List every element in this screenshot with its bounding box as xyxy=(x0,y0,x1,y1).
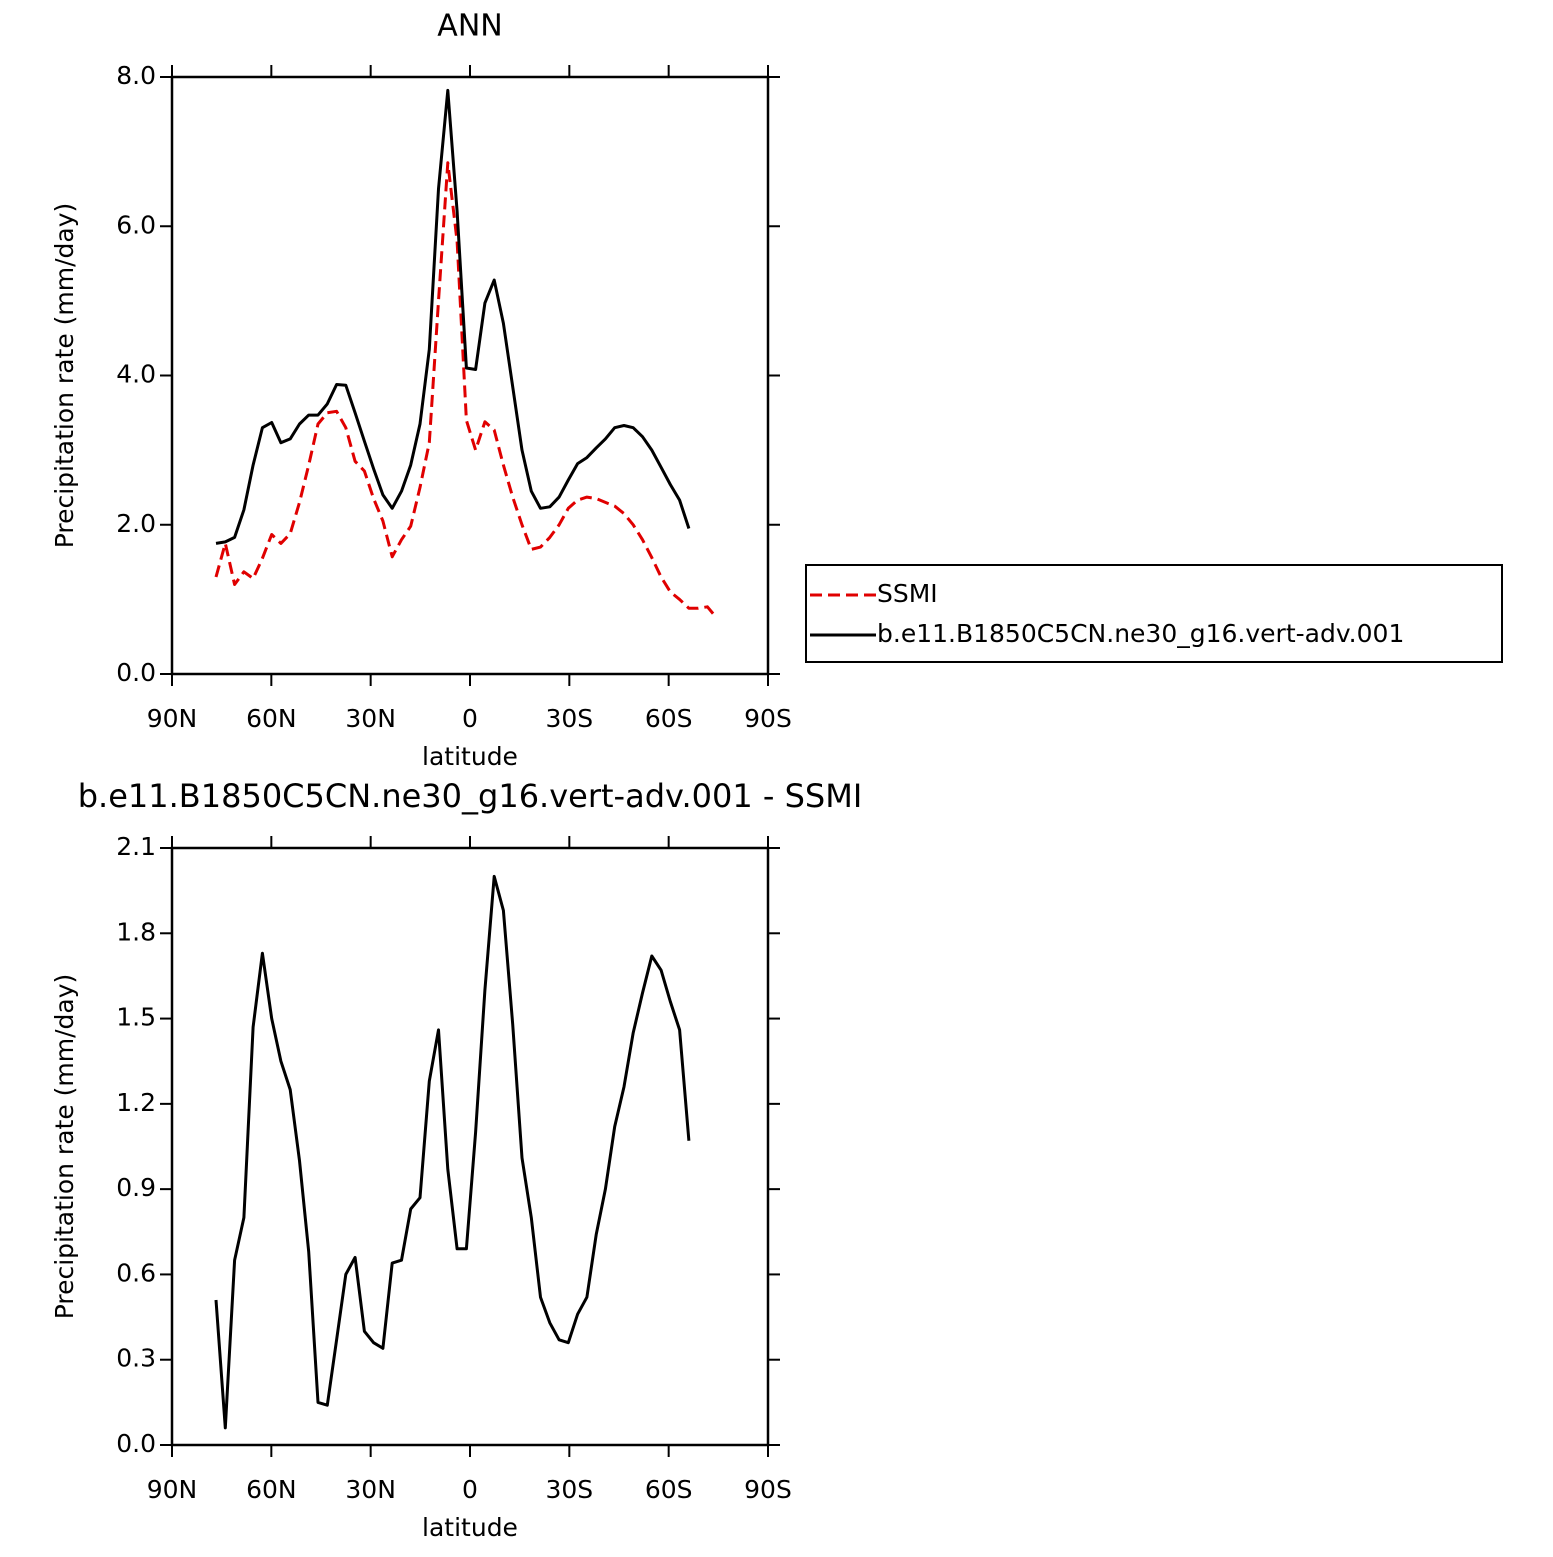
legend-box xyxy=(805,564,1503,663)
x-tick-label: 90N xyxy=(147,704,198,733)
plot-frame xyxy=(170,846,770,1447)
x-axis-label: latitude xyxy=(422,1513,518,1542)
x-tick-label: 30S xyxy=(545,1475,593,1504)
x-tick-label: 60S xyxy=(645,704,693,733)
x-tick-label: 60N xyxy=(246,1475,297,1504)
x-tick-label: 30S xyxy=(545,704,593,733)
y-tick-label: 0.9 xyxy=(116,1173,156,1202)
chart-title: b.e11.B1850C5CN.ne30_g16.vert-adv.001 - … xyxy=(78,777,863,815)
x-tick-label: 60N xyxy=(246,704,297,733)
data-line xyxy=(214,874,691,1430)
data-line xyxy=(214,161,718,619)
legend-label: SSMI xyxy=(877,579,938,608)
chart-title: ANN xyxy=(437,9,502,44)
x-tick-label: 90S xyxy=(744,704,792,733)
y-tick-label: 8.0 xyxy=(116,61,156,90)
y-axis-label: Precipitation rate (mm/day) xyxy=(50,974,79,1320)
x-tick-label: 30N xyxy=(345,704,396,733)
y-tick-label: 4.0 xyxy=(116,360,156,389)
y-tick-label: 6.0 xyxy=(116,210,156,239)
y-tick-label: 1.5 xyxy=(116,1003,156,1032)
y-tick-label: 1.2 xyxy=(116,1088,156,1117)
x-tick-label: 60S xyxy=(645,1475,693,1504)
y-tick-label: 0.3 xyxy=(116,1344,156,1373)
y-axis-label: Precipitation rate (mm/day) xyxy=(50,203,79,549)
data-line xyxy=(215,88,691,545)
y-tick-label: 0.0 xyxy=(116,1429,156,1458)
y-tick-label: 2.0 xyxy=(116,509,156,538)
x-tick-label: 0 xyxy=(462,1475,478,1504)
y-tick-label: 1.8 xyxy=(116,917,156,946)
x-axis-label: latitude xyxy=(422,742,518,771)
x-tick-label: 30N xyxy=(345,1475,396,1504)
plot-frame xyxy=(170,75,770,676)
y-tick-label: 0.6 xyxy=(116,1258,156,1287)
legend-label: b.e11.B1850C5CN.ne30_g16.vert-adv.001 xyxy=(877,619,1404,648)
y-tick-label: 0.0 xyxy=(116,658,156,687)
y-tick-label: 2.1 xyxy=(116,832,156,861)
x-tick-label: 0 xyxy=(462,704,478,733)
x-tick-label: 90S xyxy=(744,1475,792,1504)
x-tick-label: 90N xyxy=(147,1475,198,1504)
